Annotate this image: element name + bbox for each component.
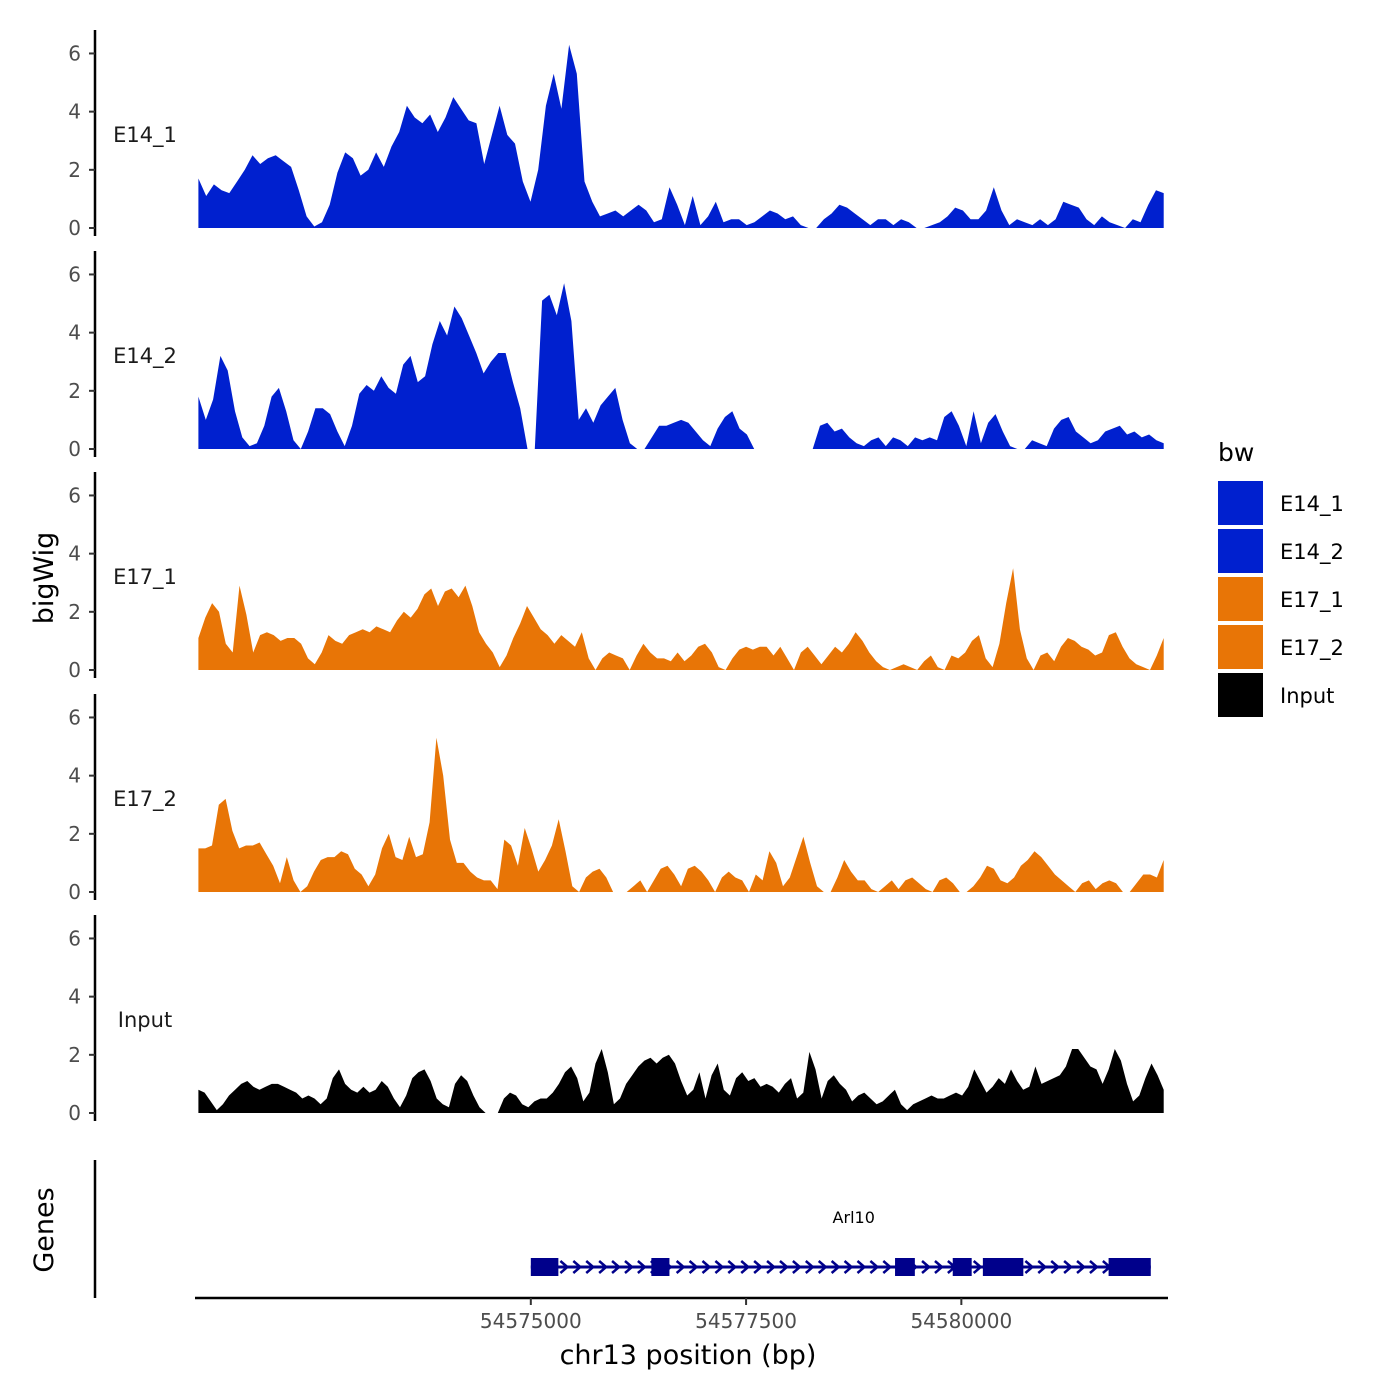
coverage-area <box>198 44 1164 229</box>
legend-label: E14_1 <box>1280 492 1344 517</box>
track-label: E17_2 <box>113 787 177 812</box>
strand-arrow <box>779 1260 789 1274</box>
strand-arrow <box>1063 1260 1074 1274</box>
strand-arrow <box>637 1260 647 1274</box>
exon <box>982 1258 1024 1276</box>
legend-title: bw <box>1218 438 1254 467</box>
legend-key <box>1218 529 1263 573</box>
strand-arrow <box>830 1260 841 1274</box>
legend-label: E17_2 <box>1280 636 1344 661</box>
strand-arrow <box>585 1260 596 1274</box>
strand-arrow <box>675 1260 686 1274</box>
strand-arrow <box>882 1260 893 1274</box>
track-E17_2: 0 2 4 6 E17_2 <box>68 694 1164 904</box>
strand-arrow <box>753 1260 764 1274</box>
track-label: E17_1 <box>113 565 177 590</box>
exon <box>530 1258 559 1276</box>
track-E17_1: 0 2 4 6 E17_1 <box>68 472 1164 682</box>
coverage-area <box>198 737 1164 892</box>
strand-arrow <box>1037 1260 1048 1274</box>
y-tick-label: 0 <box>68 658 81 682</box>
legend: bw E14_1 E14_2 E17_1 E17_2 Input <box>1218 438 1344 717</box>
y-tick-label: 0 <box>68 216 81 240</box>
coverage-area <box>198 1049 1164 1113</box>
y-tick-label: 6 <box>68 483 81 507</box>
strand-arrow <box>598 1260 609 1274</box>
strand-arrow <box>1024 1260 1035 1274</box>
exon <box>651 1258 670 1276</box>
coverage-area <box>198 568 1164 670</box>
strand-arrow <box>559 1260 570 1274</box>
track-E14_1: 0 2 4 6 E14_1 <box>68 30 1164 240</box>
y-tick-label: 6 <box>68 41 81 65</box>
strand-arrow <box>1089 1260 1099 1274</box>
x-tick-label: 54577500 <box>695 1309 797 1333</box>
legend-label: E17_1 <box>1280 588 1344 613</box>
strand-arrow <box>572 1260 583 1274</box>
x-tick-label: 54575000 <box>480 1309 582 1333</box>
legend-key <box>1218 481 1263 525</box>
track-label: E14_2 <box>113 344 177 369</box>
y-tick-label: 4 <box>68 764 81 788</box>
strand-arrow <box>792 1260 802 1274</box>
legend-key <box>1218 673 1263 717</box>
strand-arrow <box>856 1260 867 1274</box>
coverage-area <box>198 283 1164 449</box>
legend-key <box>1218 577 1263 621</box>
legend-key <box>1218 625 1263 669</box>
strand-arrow <box>688 1260 699 1274</box>
gene-track: Arl10 <box>93 1160 1151 1298</box>
strand-arrow <box>804 1260 815 1274</box>
y-tick-label: 2 <box>68 822 81 846</box>
strand-arrow <box>921 1260 931 1274</box>
strand-arrow <box>817 1260 828 1274</box>
strand-arrow <box>869 1260 880 1274</box>
y-tick-label: 2 <box>68 158 81 182</box>
x-tick-label: 54580000 <box>910 1309 1012 1333</box>
strand-arrow <box>740 1260 751 1274</box>
strand-arrow <box>1076 1260 1086 1274</box>
strand-arrow <box>972 1260 983 1274</box>
track-Input: 0 2 4 6 Input <box>68 915 1164 1125</box>
exon <box>895 1258 915 1276</box>
legend-label: E14_2 <box>1280 540 1344 565</box>
coverage-tracks: 0 2 4 6 E14_1 0 2 4 6 E14_2 0 2 4 6 E17_1 0 2 4 6 E17_2 0 2 4 6… <box>68 30 1164 1125</box>
exon <box>952 1258 972 1276</box>
y-axis-title: bigWig <box>29 532 60 625</box>
strand-arrow <box>701 1260 712 1274</box>
strand-arrow <box>714 1260 725 1274</box>
strand-arrow <box>611 1260 621 1274</box>
strand-arrow <box>934 1260 944 1274</box>
strand-arrow <box>727 1260 738 1274</box>
strand-arrow <box>843 1260 854 1274</box>
legend-label: Input <box>1280 684 1334 708</box>
y-tick-label: 4 <box>68 100 81 124</box>
strand-arrow <box>766 1260 776 1274</box>
y-tick-label: 2 <box>68 379 81 403</box>
track-E14_2: 0 2 4 6 E14_2 <box>68 251 1164 461</box>
y-tick-label: 2 <box>68 1043 81 1067</box>
x-axis-title: chr13 position (bp) <box>560 1340 817 1371</box>
y-tick-label: 6 <box>68 926 81 950</box>
y-tick-label: 0 <box>68 1101 81 1125</box>
y-tick-label: 4 <box>68 985 81 1009</box>
strand-arrow <box>624 1260 634 1274</box>
y-tick-label: 4 <box>68 321 81 345</box>
gene-name-label: Arl10 <box>833 1208 875 1227</box>
y-tick-label: 6 <box>68 705 81 729</box>
exon <box>1108 1258 1151 1276</box>
track-label: Input <box>118 1008 172 1032</box>
genes-axis-title: Genes <box>29 1187 60 1272</box>
x-axis: 54575000 54577500 54580000 <box>195 1296 1168 1333</box>
strand-arrow <box>1050 1260 1061 1274</box>
y-tick-label: 6 <box>68 262 81 286</box>
y-tick-label: 0 <box>68 880 81 904</box>
y-tick-label: 2 <box>68 600 81 624</box>
track-label: E14_1 <box>113 123 177 148</box>
y-tick-label: 0 <box>68 437 81 461</box>
y-tick-label: 4 <box>68 542 81 566</box>
